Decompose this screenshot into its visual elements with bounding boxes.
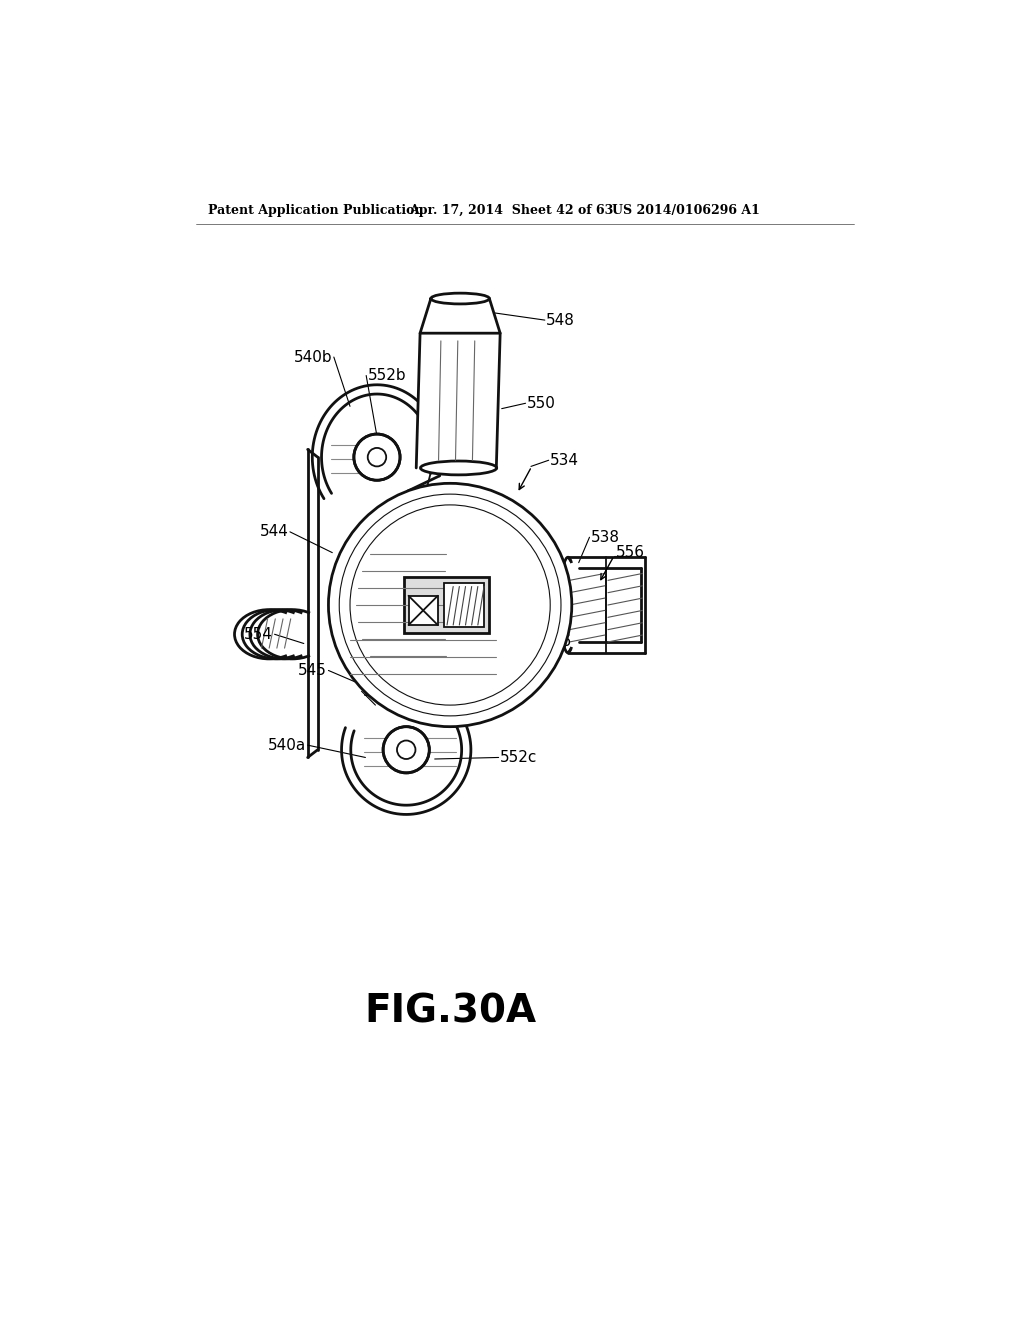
Polygon shape xyxy=(416,333,500,469)
Text: 552c: 552c xyxy=(500,750,538,766)
Circle shape xyxy=(354,434,400,480)
Text: 534: 534 xyxy=(550,453,580,467)
Text: 540a: 540a xyxy=(268,738,306,752)
Text: US 2014/0106296 A1: US 2014/0106296 A1 xyxy=(611,205,760,218)
Text: 540b: 540b xyxy=(294,350,333,364)
Text: FIG.30A: FIG.30A xyxy=(365,993,537,1031)
Circle shape xyxy=(383,726,429,774)
Text: 556: 556 xyxy=(615,545,645,560)
Text: 536: 536 xyxy=(543,635,571,649)
Text: Patent Application Publication: Patent Application Publication xyxy=(208,205,423,218)
Text: 546: 546 xyxy=(481,496,510,511)
Text: 554: 554 xyxy=(244,627,273,642)
Circle shape xyxy=(329,483,571,726)
Text: 548: 548 xyxy=(547,313,575,327)
Bar xyxy=(444,583,484,627)
Text: 552b: 552b xyxy=(368,368,407,383)
Ellipse shape xyxy=(431,293,489,304)
Bar xyxy=(403,577,488,632)
Bar xyxy=(409,595,438,626)
Text: 545: 545 xyxy=(298,663,327,678)
Text: 538: 538 xyxy=(591,529,620,545)
Ellipse shape xyxy=(421,461,497,475)
Text: Apr. 17, 2014  Sheet 42 of 63: Apr. 17, 2014 Sheet 42 of 63 xyxy=(410,205,613,218)
Text: 544: 544 xyxy=(259,524,289,540)
Text: 542: 542 xyxy=(364,684,392,698)
Text: 550: 550 xyxy=(527,396,556,411)
Polygon shape xyxy=(420,298,500,333)
